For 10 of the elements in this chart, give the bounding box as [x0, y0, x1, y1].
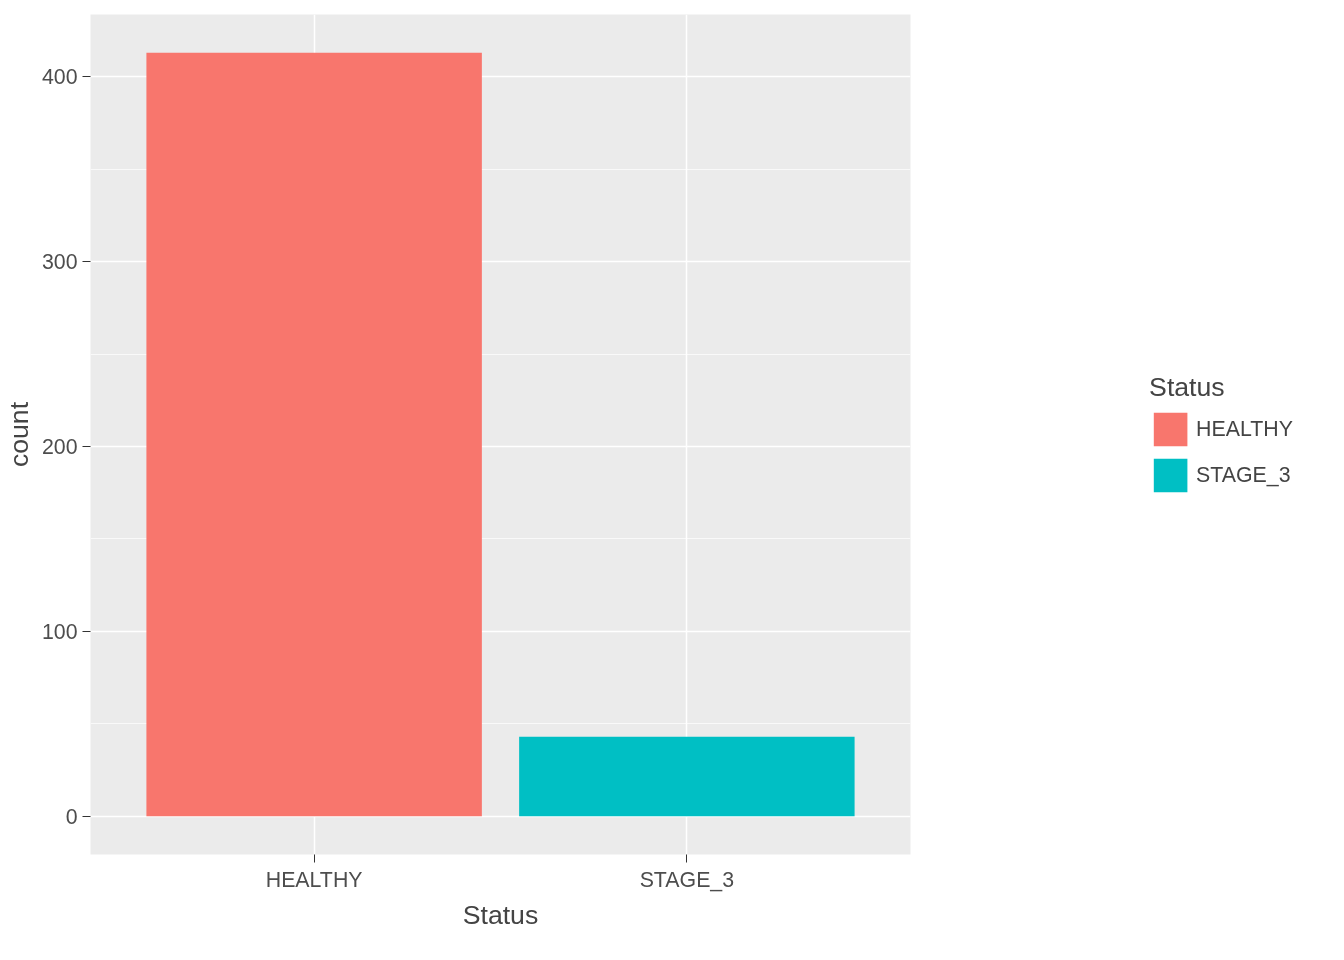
legend-label: STAGE_3 — [1196, 462, 1291, 488]
y-tick-label: 100 — [41, 619, 78, 644]
y-tick-label: 400 — [41, 65, 78, 90]
legend-label: HEALTHY — [1196, 416, 1293, 442]
y-tick-label: 200 — [41, 435, 78, 460]
legend-title: Status — [1149, 372, 1226, 403]
y-tick-label: 300 — [41, 250, 78, 275]
x-axis-title: Status — [462, 899, 539, 930]
y-tick-label: 0 — [65, 804, 78, 829]
y-axis-title: count — [3, 401, 34, 468]
